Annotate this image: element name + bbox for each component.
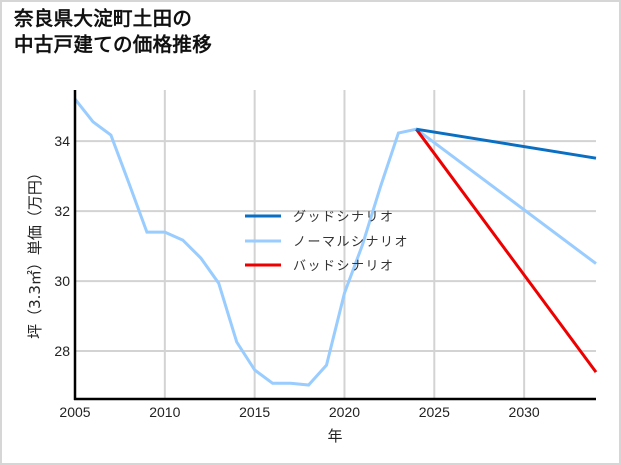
chart-title-line-1: 奈良県大淀町土田の bbox=[14, 7, 193, 30]
y-tick-label: 32 bbox=[54, 203, 70, 219]
legend-label-bad: バッドシナリオ bbox=[293, 259, 395, 274]
normal-scenario-line bbox=[73, 98, 597, 387]
y-tick-label: 28 bbox=[54, 343, 70, 359]
legend-label-good: グッドシナリオ bbox=[293, 210, 395, 225]
chart-title-line-2: 中古戸建ての価格推移 bbox=[14, 33, 213, 56]
x-tick-label: 2010 bbox=[149, 404, 180, 420]
x-tick-label: 2025 bbox=[419, 404, 450, 420]
y-tick-label: 30 bbox=[54, 273, 70, 289]
y-axis-label: 坪（3.3㎡）単価（万円） bbox=[26, 165, 44, 339]
legend-label-normal: ノーマルシナリオ bbox=[293, 235, 409, 250]
series-lines bbox=[73, 98, 598, 387]
y-tick-label: 34 bbox=[54, 133, 70, 149]
good-scenario-line bbox=[416, 127, 597, 160]
x-tick-label: 2020 bbox=[329, 404, 360, 420]
chart-title: 奈良県大淀町土田の 中古戸建ての価格推移 bbox=[14, 6, 212, 58]
y-tick-labels: 28 30 32 34 bbox=[54, 133, 70, 359]
legend: グッドシナリオ ノーマルシナリオ バッドシナリオ bbox=[245, 210, 409, 274]
x-tick-label: 2015 bbox=[239, 404, 270, 420]
x-tick-labels: 2005 2010 2015 2020 2025 2030 bbox=[59, 404, 539, 420]
x-tick-label: 2030 bbox=[509, 404, 540, 420]
gridlines bbox=[74, 90, 596, 399]
bad-scenario-line bbox=[415, 128, 598, 373]
x-axis-label: 年 bbox=[327, 427, 342, 445]
x-tick-label: 2005 bbox=[59, 404, 90, 420]
